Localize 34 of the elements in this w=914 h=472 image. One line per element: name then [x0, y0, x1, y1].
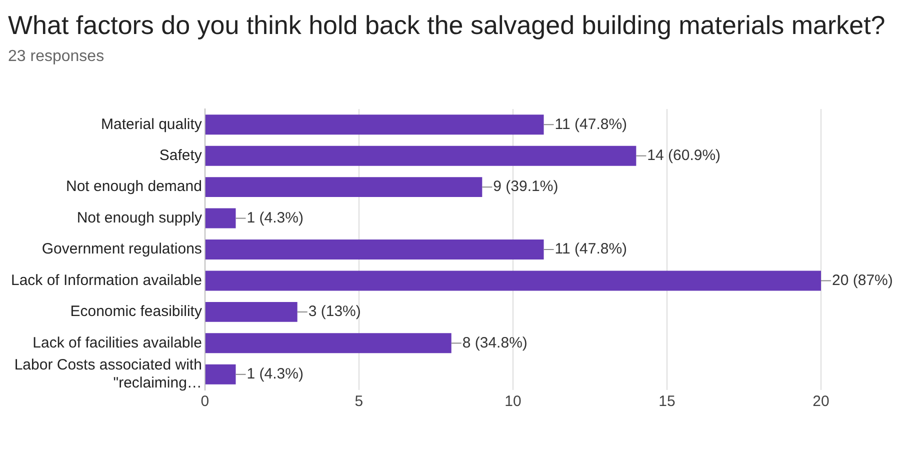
data-label: 9 (39.1%)	[493, 178, 558, 196]
data-label: 20 (87%)	[832, 272, 893, 289]
bar	[205, 208, 236, 228]
bar	[205, 333, 452, 354]
data-label: 11 (47.8%)	[554, 240, 628, 258]
bar	[205, 177, 482, 198]
x-tick-label: 15	[658, 393, 676, 410]
bar	[205, 114, 544, 135]
y-tick-label: Lack of facilities available	[32, 334, 202, 352]
bar	[205, 302, 298, 322]
x-tick-label: 10	[504, 393, 522, 410]
y-tick-label: Not enough demand	[66, 178, 202, 196]
bar	[205, 240, 544, 260]
data-label: 11 (47.8%)	[554, 116, 628, 133]
data-label: 3 (13%)	[308, 303, 361, 320]
bar	[205, 270, 821, 291]
y-tick-label: Labor Costs associated with "reclaiming…	[14, 356, 202, 392]
data-label: 1 (4.3%)	[246, 209, 304, 226]
y-tick-label: Economic feasibility	[70, 303, 202, 320]
data-label: 8 (34.8%)	[462, 334, 528, 352]
y-tick-label: Material quality	[101, 116, 202, 133]
bar	[205, 364, 236, 384]
x-tick-label: 20	[812, 393, 830, 410]
data-label: 14 (60.9%)	[647, 146, 721, 164]
y-tick-label: Government regulations	[42, 240, 202, 258]
y-tick-label: Safety	[159, 146, 202, 164]
y-tick-label: Lack of Information available	[10, 272, 202, 289]
bar	[205, 146, 636, 166]
chart-title: What factors do you think hold back the salvaged building materials market?	[8, 9, 886, 42]
text: 23 responses	[8, 48, 106, 66]
x-tick-label: 0	[200, 393, 210, 410]
y-tick-label: Not enough supply	[76, 209, 202, 226]
data-label: 1 (4.3%)	[246, 366, 304, 383]
x-tick-label: 5	[354, 393, 364, 410]
